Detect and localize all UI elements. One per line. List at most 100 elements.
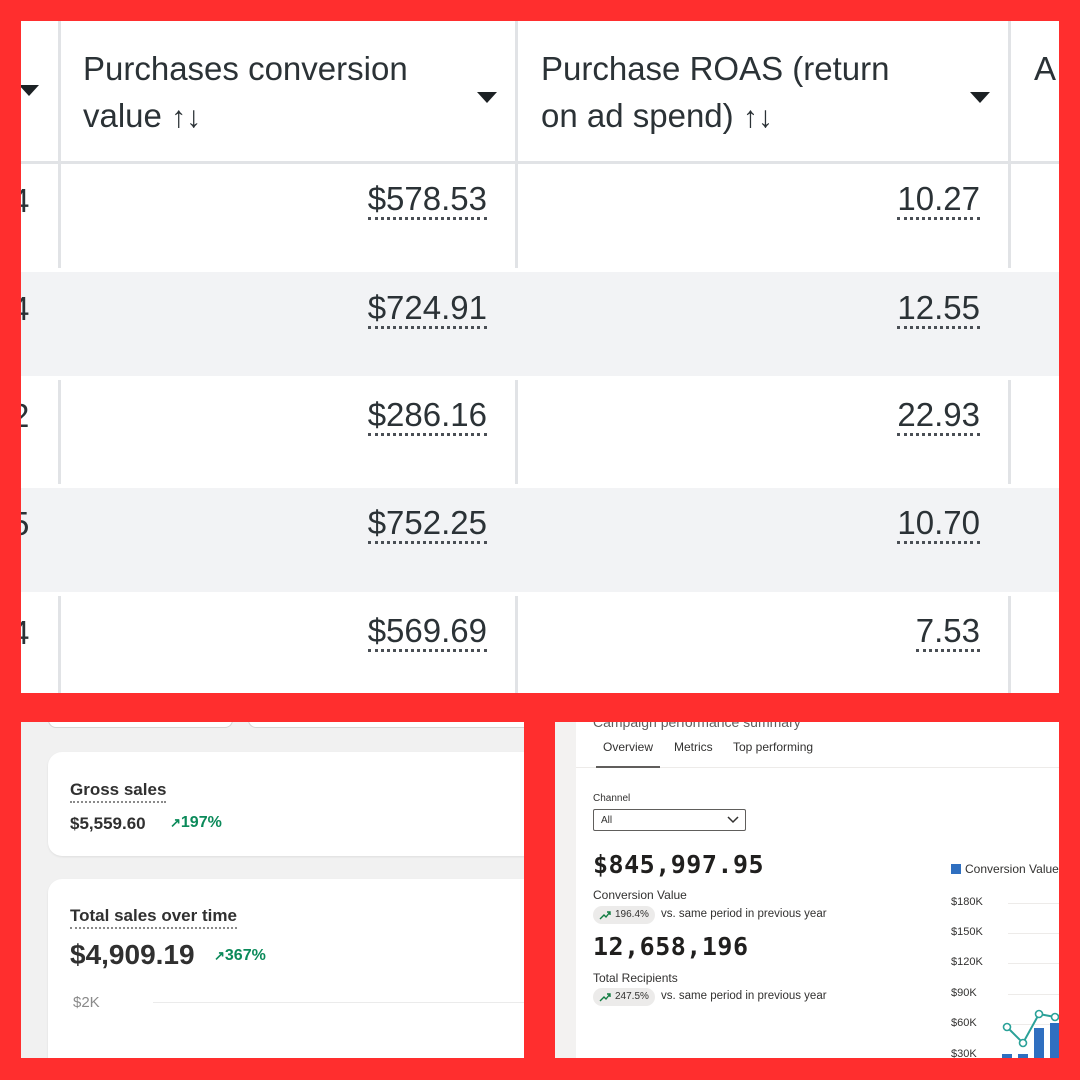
sort-icon[interactable]: ↑↓ — [742, 101, 773, 134]
sort-icon[interactable]: ↑↓ — [171, 101, 202, 134]
y-axis-tick: $60K — [951, 1017, 977, 1029]
y-axis-tick: $90K — [951, 987, 977, 999]
row-divider — [21, 484, 1059, 488]
chart-point[interactable] — [1034, 1009, 1044, 1019]
chart-bar[interactable] — [1050, 1023, 1059, 1058]
header-divider — [21, 161, 1059, 164]
header-next-column[interactable]: A — [1034, 45, 1056, 92]
change-badge: 196.4% — [593, 906, 655, 924]
trend-up-icon — [599, 993, 611, 1002]
row-divider — [21, 592, 1059, 596]
total-sales-card[interactable]: Total sales over time $4,909.19 ↗367% — [48, 879, 524, 1058]
grid-line — [153, 1002, 524, 1003]
table-row[interactable]: 5 $752.25 10.70 — [21, 488, 1059, 592]
column-dropdown-icon[interactable] — [477, 92, 497, 103]
table-row[interactable]: 4 $569.69 7.53 — [21, 596, 1059, 693]
arrow-up-right-icon: ↗ — [214, 948, 225, 963]
conversion-value-cell[interactable]: $752.25 — [367, 506, 487, 544]
chart-point[interactable] — [1050, 1012, 1059, 1022]
campaign-summary-panel: Campaign performance summary Overview Me… — [555, 722, 1059, 1058]
chart-bar[interactable] — [1018, 1054, 1028, 1058]
cell-value: 4 — [21, 616, 29, 650]
tab-metrics[interactable]: Metrics — [674, 740, 713, 754]
y-axis-tick: $30K — [951, 1048, 977, 1058]
filter-button[interactable] — [48, 722, 233, 728]
gross-sales-card[interactable]: Gross sales $5,559.60 ↗197% — [48, 752, 524, 856]
campaign-summary-card: Campaign performance summary Overview Me… — [576, 722, 1059, 1058]
header-text: Purchase ROAS (return — [541, 50, 890, 87]
section-title: Campaign performance summary — [593, 722, 801, 730]
roas-cell[interactable]: 12.55 — [897, 291, 980, 329]
column-dropdown-icon[interactable] — [970, 92, 990, 103]
row-divider — [21, 268, 1059, 272]
cell-value: 4 — [21, 292, 29, 326]
chevron-down-icon — [727, 816, 739, 824]
conversion-value-label: Conversion Value — [593, 888, 687, 902]
table-row[interactable]: 2 $286.16 22.93 — [21, 380, 1059, 484]
y-axis-tick: $180K — [951, 896, 983, 908]
cell-value: 4 — [21, 184, 29, 218]
comparison-note: vs. same period in previous year — [661, 990, 827, 1002]
chart-point[interactable] — [1018, 1038, 1028, 1048]
change-percent: 247.5% — [615, 991, 649, 1002]
trend-up-icon — [599, 911, 611, 920]
change-badge: 247.5% — [593, 988, 655, 1006]
active-tab-indicator — [596, 766, 660, 768]
row-divider — [21, 376, 1059, 380]
chart-bar[interactable] — [1002, 1054, 1012, 1058]
ads-metrics-table: Purchases conversion value ↑↓ Purchase R… — [21, 21, 1059, 693]
grid-line — [1008, 994, 1059, 995]
column-dropdown-icon[interactable] — [21, 85, 39, 96]
chart-bar[interactable] — [1034, 1028, 1044, 1058]
y-axis-tick: $2K — [73, 994, 100, 1011]
card-title[interactable]: Total sales over time — [70, 906, 237, 929]
trend-up-badge: ↗367% — [214, 947, 266, 965]
y-axis-tick: $120K — [951, 956, 983, 968]
comparison-note: vs. same period in previous year — [661, 908, 827, 920]
grid-line — [1008, 933, 1059, 934]
header-purchases-conversion-value[interactable]: Purchases conversion value ↑↓ — [83, 45, 408, 141]
chart-line — [1006, 1012, 1056, 1045]
card-title[interactable]: Gross sales — [70, 780, 167, 803]
header-text: value — [83, 97, 162, 134]
conversion-value-metric: $845,997.95 — [593, 850, 765, 879]
filter-button[interactable] — [248, 722, 524, 728]
header-text: Purchases conversion — [83, 50, 408, 87]
change-percent: 367% — [224, 947, 266, 964]
total-sales-value: $4,909.19 — [70, 939, 195, 970]
conversion-value-cell[interactable]: $724.91 — [367, 291, 487, 329]
cell-value: 5 — [21, 507, 29, 541]
grid-line — [1008, 903, 1059, 904]
conversion-chart-plot — [1002, 1009, 1059, 1058]
header-purchase-roas[interactable]: Purchase ROAS (return on ad spend) ↑↓ — [541, 45, 889, 141]
tab-top-performing[interactable]: Top performing — [733, 740, 814, 754]
legend-swatch — [951, 864, 961, 874]
cell-value: 2 — [21, 399, 29, 433]
tabs-divider — [576, 767, 1059, 768]
store-sales-panel: Gross sales $5,559.60 ↗197% Total sales … — [21, 722, 524, 1058]
roas-cell[interactable]: 10.27 — [897, 182, 980, 220]
total-recipients-label: Total Recipients — [593, 971, 678, 985]
legend-label: Conversion Value — [965, 862, 1059, 876]
conversion-value-cell[interactable]: $569.69 — [367, 614, 487, 652]
tab-overview[interactable]: Overview — [603, 740, 654, 754]
roas-cell[interactable]: 10.70 — [897, 506, 980, 544]
change-percent: 196.4% — [615, 909, 649, 920]
conversion-value-cell[interactable]: $578.53 — [367, 182, 487, 220]
header-text: A — [1034, 50, 1057, 87]
trend-up-badge: ↗197% — [170, 814, 222, 832]
change-percent: 197% — [180, 814, 222, 831]
arrow-up-right-icon: ↗ — [170, 815, 181, 830]
roas-cell[interactable]: 22.93 — [897, 398, 980, 436]
conversion-value-cell[interactable]: $286.16 — [367, 398, 487, 436]
table-row[interactable]: 4 $578.53 10.27 — [21, 164, 1059, 268]
chart-point[interactable] — [1002, 1022, 1012, 1032]
table-row[interactable]: 4 $724.91 12.55 — [21, 272, 1059, 376]
y-axis-tick: $150K — [951, 926, 983, 938]
roas-cell[interactable]: 7.53 — [915, 614, 980, 652]
grid-line — [1008, 963, 1059, 964]
channel-select[interactable]: All — [593, 809, 746, 831]
gross-sales-value: $5,559.60 — [70, 814, 146, 833]
header-text: on ad spend) — [541, 97, 734, 134]
total-recipients-metric: 12,658,196 — [593, 932, 749, 961]
